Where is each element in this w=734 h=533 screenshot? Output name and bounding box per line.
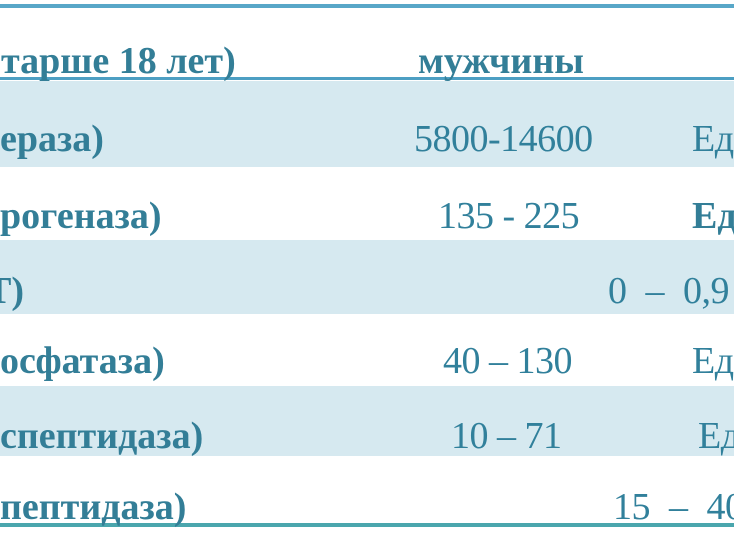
row-unit: Ед [692, 195, 734, 237]
row-value: 5800-14600 [414, 118, 593, 160]
row-value: 40 – 130 [443, 340, 573, 382]
row-band [0, 81, 734, 167]
row-value: 0 – 0,9 [608, 270, 730, 312]
row-unit: Ед [692, 118, 734, 160]
row-unit: Ед [698, 415, 734, 457]
row-name: Т) [0, 270, 24, 312]
row-name: спептидаза) [0, 415, 204, 457]
row-unit: Ед [692, 340, 734, 382]
row-name: ераза) [0, 118, 104, 160]
row-band [0, 386, 734, 456]
row-name: осфатаза) [0, 340, 165, 382]
header-underline [0, 77, 734, 80]
row-name: пептидаза) [0, 486, 187, 528]
row-value: 10 – 71 [451, 415, 562, 457]
row-name: рогеназа) [0, 195, 162, 237]
row-band [0, 240, 734, 314]
table-top-border [0, 4, 734, 8]
header-age-group: тарше 18 лет) [1, 40, 236, 82]
header-men-column: мужчины [418, 40, 584, 82]
row-value: 135 - 225 [438, 195, 580, 237]
table-bottom-border [0, 523, 734, 527]
row-value: 15 – 40 [613, 486, 734, 528]
